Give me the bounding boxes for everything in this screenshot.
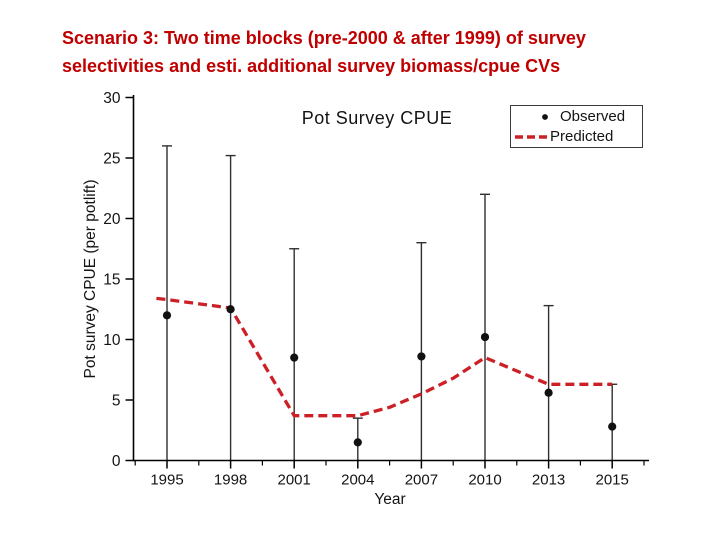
observed-point bbox=[417, 352, 426, 361]
observed-point bbox=[290, 353, 299, 362]
slide-title-line2: selectivities and esti. additional surve… bbox=[62, 56, 561, 76]
legend-item-predicted: Predicted bbox=[511, 128, 642, 146]
y-tick-label: 0 bbox=[112, 453, 121, 470]
x-tick-label: 2004 bbox=[341, 472, 374, 489]
x-tick-label: 2007 bbox=[405, 472, 438, 489]
legend-observed-label: Observed bbox=[560, 108, 626, 125]
observed-point bbox=[480, 332, 490, 342]
legend-predicted-label: Predicted bbox=[550, 128, 614, 145]
predicted-line-icon bbox=[515, 134, 548, 139]
x-tick-label: 2015 bbox=[596, 472, 629, 489]
y-tick-label: 25 bbox=[103, 151, 120, 168]
y-tick-label: 15 bbox=[103, 272, 120, 289]
legend-box: Observed Predicted bbox=[510, 105, 643, 148]
slide-title: Scenario 3: Two time blocks (pre-2000 & … bbox=[62, 24, 687, 80]
observed-point bbox=[353, 438, 362, 447]
x-axis-title: Year bbox=[374, 491, 406, 508]
x-tick-label: 2010 bbox=[468, 472, 501, 489]
legend-item-observed: Observed bbox=[511, 108, 642, 126]
y-tick-label: 30 bbox=[103, 90, 121, 107]
y-tick-label: 20 bbox=[103, 211, 121, 228]
predicted-line bbox=[156, 296, 613, 418]
x-tick-label: 2001 bbox=[278, 472, 311, 489]
observed-point bbox=[226, 305, 235, 314]
observed-point bbox=[544, 388, 553, 397]
x-tick-label: 1995 bbox=[150, 472, 183, 489]
chart-title: Pot Survey CPUE bbox=[301, 108, 453, 128]
y-tick-label: 5 bbox=[112, 393, 121, 410]
slide-title-line1: Scenario 3: Two time blocks (pre-2000 & … bbox=[62, 28, 586, 48]
x-tick-label: 2013 bbox=[532, 472, 565, 489]
x-tick-label: 1998 bbox=[214, 472, 247, 489]
observed-point bbox=[608, 422, 617, 431]
observed-point bbox=[162, 311, 172, 320]
y-tick-label: 10 bbox=[103, 332, 121, 349]
observed-marker-icon bbox=[542, 113, 548, 120]
